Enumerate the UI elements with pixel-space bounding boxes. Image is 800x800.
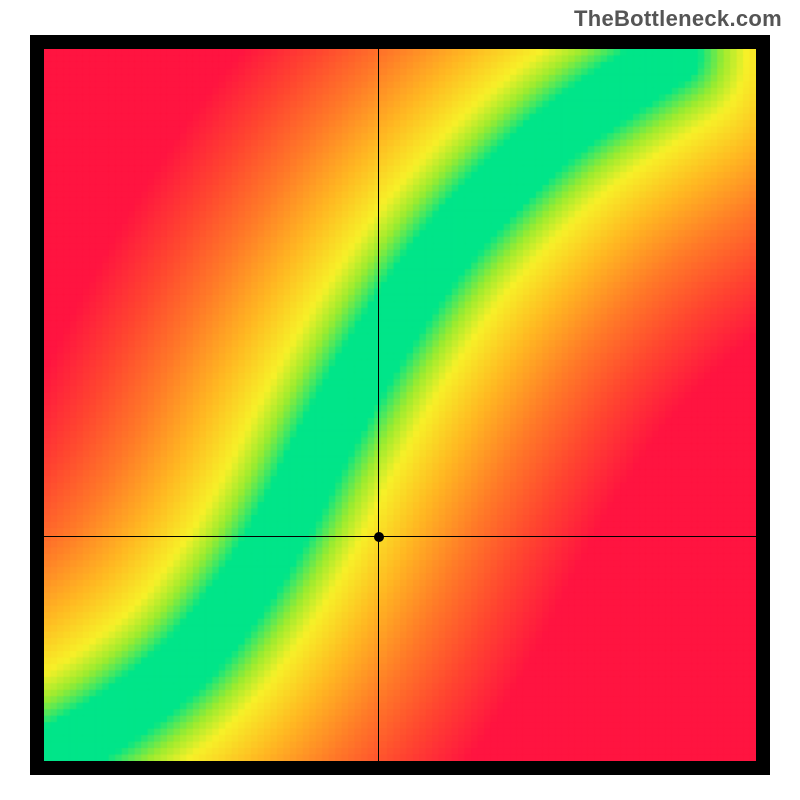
- watermark-text: TheBottleneck.com: [574, 6, 782, 32]
- data-point-marker: [374, 532, 384, 542]
- crosshair-vertical: [378, 49, 379, 761]
- plot-area: [30, 35, 770, 775]
- crosshair-horizontal: [44, 536, 756, 537]
- heatmap-canvas: [44, 49, 756, 761]
- chart-container: TheBottleneck.com: [0, 0, 800, 800]
